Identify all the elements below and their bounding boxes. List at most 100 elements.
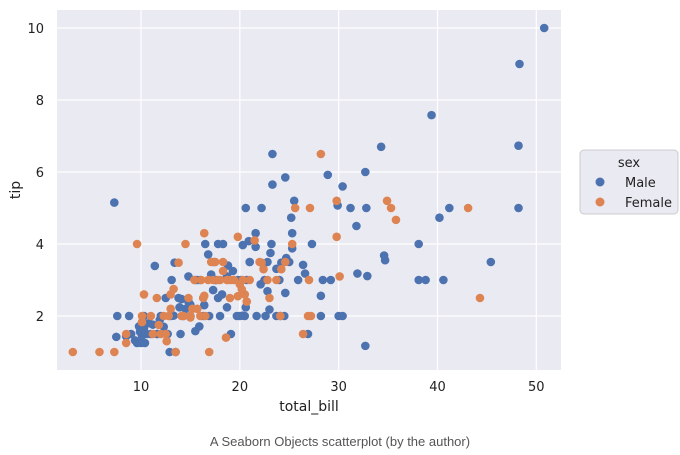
point-female: [199, 228, 209, 238]
point-female: [382, 196, 392, 206]
point-male: [352, 221, 361, 231]
point-male: [263, 286, 272, 296]
x-tick-label: 50: [528, 380, 545, 395]
point-male: [361, 341, 370, 351]
point-female: [272, 275, 281, 285]
point-female: [259, 264, 268, 274]
point-male: [208, 285, 218, 295]
point-female: [181, 239, 190, 249]
legend-box: [579, 149, 679, 215]
point-female: [166, 304, 175, 314]
point-female: [225, 293, 235, 303]
point-male: [376, 142, 386, 152]
point-female: [280, 257, 290, 267]
data-points: [68, 23, 549, 357]
point-female: [204, 347, 214, 357]
point-male: [293, 275, 303, 285]
point-male: [323, 170, 333, 180]
point-male: [298, 260, 308, 270]
point-female: [303, 311, 313, 321]
y-tick-label: 2: [36, 310, 44, 325]
point-female: [174, 258, 183, 268]
y-axis-label: tip: [8, 181, 24, 199]
point-male: [177, 294, 186, 304]
point-female: [68, 347, 78, 357]
point-female: [304, 275, 314, 285]
point-female: [188, 304, 197, 314]
point-female: [190, 275, 199, 285]
point-female: [221, 333, 231, 342]
point-male: [338, 311, 347, 321]
point-male: [514, 141, 523, 151]
point-male: [238, 240, 248, 250]
point-female: [305, 203, 315, 213]
point-female: [263, 275, 272, 285]
point-male: [363, 271, 372, 281]
point-female: [164, 311, 173, 321]
point-female: [210, 257, 220, 267]
point-male: [140, 338, 150, 348]
point-male: [338, 182, 347, 191]
point-female: [386, 203, 396, 213]
point-male: [200, 239, 210, 249]
y-tick-label: 8: [36, 94, 44, 109]
point-male: [361, 167, 370, 177]
point-male: [215, 311, 225, 321]
point-female: [148, 329, 158, 339]
point-male: [287, 228, 297, 238]
point-male: [289, 196, 299, 206]
point-female: [316, 149, 326, 159]
point-female: [110, 347, 119, 357]
point-male: [238, 311, 248, 320]
point-male: [353, 269, 362, 278]
point-male: [414, 275, 423, 285]
point-female: [215, 275, 225, 285]
point-male: [111, 332, 121, 342]
point-female: [184, 293, 193, 303]
point-female: [235, 280, 245, 289]
point-female: [199, 291, 209, 301]
point-female: [233, 291, 243, 301]
y-tick-label: 6: [36, 166, 44, 181]
point-male: [251, 242, 260, 252]
point-male: [267, 239, 276, 249]
point-male: [150, 261, 160, 271]
point-female: [95, 347, 104, 357]
point-male: [280, 288, 290, 298]
point-female: [233, 232, 243, 242]
x-axis-label: total_bill: [279, 399, 339, 415]
point-female: [152, 293, 162, 303]
point-male: [362, 203, 371, 213]
point-female: [475, 293, 485, 303]
point-female: [242, 297, 252, 306]
point-male: [318, 275, 328, 285]
legend: sex Male Female: [579, 149, 679, 215]
legend-female-label: Female: [625, 196, 672, 211]
point-male: [316, 291, 326, 301]
point-female: [290, 203, 300, 213]
point-female: [218, 257, 228, 267]
x-tick-label: 10: [133, 380, 150, 395]
point-male: [286, 213, 296, 223]
point-male: [144, 318, 154, 328]
point-male: [380, 255, 390, 265]
point-female: [121, 338, 131, 348]
point-male: [203, 250, 213, 259]
point-female: [121, 329, 131, 339]
point-male: [514, 203, 523, 213]
point-male: [280, 173, 290, 182]
point-male: [222, 303, 232, 312]
point-female: [223, 275, 233, 285]
point-male: [445, 203, 454, 213]
point-male: [199, 300, 209, 310]
point-male: [421, 275, 430, 285]
point-male: [167, 275, 176, 285]
point-male: [176, 329, 185, 339]
point-male: [257, 203, 266, 213]
point-male: [300, 269, 310, 278]
point-male: [261, 311, 270, 321]
point-male: [268, 180, 277, 189]
point-male: [439, 275, 448, 285]
point-female: [196, 275, 206, 285]
point-female: [186, 313, 195, 322]
